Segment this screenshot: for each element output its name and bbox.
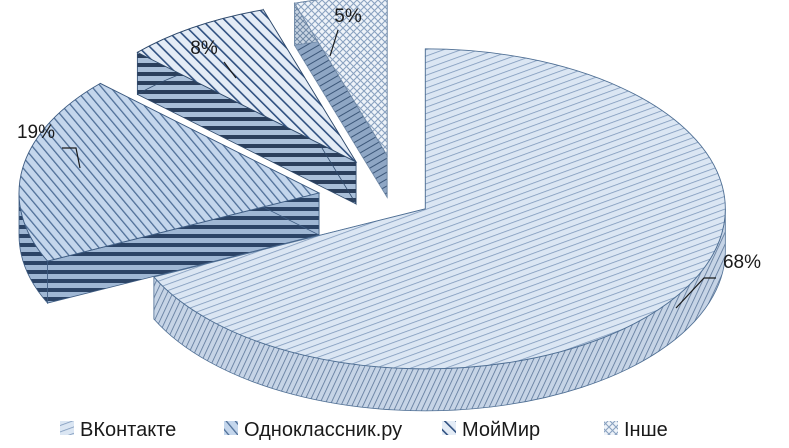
data-label-моймир: 8% <box>190 38 218 59</box>
pie-slices <box>18 0 726 412</box>
pie-slice-інше-top <box>293 0 388 158</box>
legend-item-інше-label: Інше <box>624 419 668 441</box>
chart-legend: ВКонтакте Одноклассник.ру МойМир Інше <box>60 419 668 441</box>
legend-item-одноклассник-ру: Одноклассник.ру <box>224 419 402 441</box>
data-label-одноклассник-ру-leader <box>62 147 81 169</box>
legend-item-моймир: МойМир <box>442 419 540 441</box>
legend-item-одноклассник-ру-swatch <box>224 421 238 435</box>
data-label-вконтакте-leader <box>675 277 716 309</box>
data-label-інше: 5% <box>334 6 362 27</box>
data-label-інше-leader <box>329 29 339 57</box>
pie-slice-моймир <box>136 8 358 206</box>
legend-item-інше-swatch <box>604 421 618 435</box>
pie-slice-інше <box>293 0 388 199</box>
legend-item-інше: Інше <box>604 419 668 441</box>
data-label-вконтакте: 68% <box>723 252 761 273</box>
legend-item-вконтакте: ВКонтакте <box>60 419 176 441</box>
legend-item-моймир-swatch <box>442 421 456 435</box>
pie-slice-моймир-top <box>136 9 358 164</box>
legend-item-одноклассник-ру-label: Одноклассник.ру <box>244 419 402 441</box>
pie-slice-одноклассник-ру-top <box>18 82 321 262</box>
legend-item-вконтакте-label: ВКонтакте <box>80 419 176 441</box>
data-label-одноклассник-ру: 19% <box>17 122 55 143</box>
pie-slice-вконтакте <box>153 48 726 412</box>
pie-data-labels: 68% 19% 8% 5% <box>17 6 761 309</box>
pie-slice-одноклассник-ру <box>18 82 321 305</box>
legend-item-моймир-label: МойМир <box>462 419 540 441</box>
data-label-моймир-leader <box>223 61 237 79</box>
legend-item-вконтакте-swatch <box>60 421 74 435</box>
pie-slice-вконтакте-top <box>153 48 726 370</box>
